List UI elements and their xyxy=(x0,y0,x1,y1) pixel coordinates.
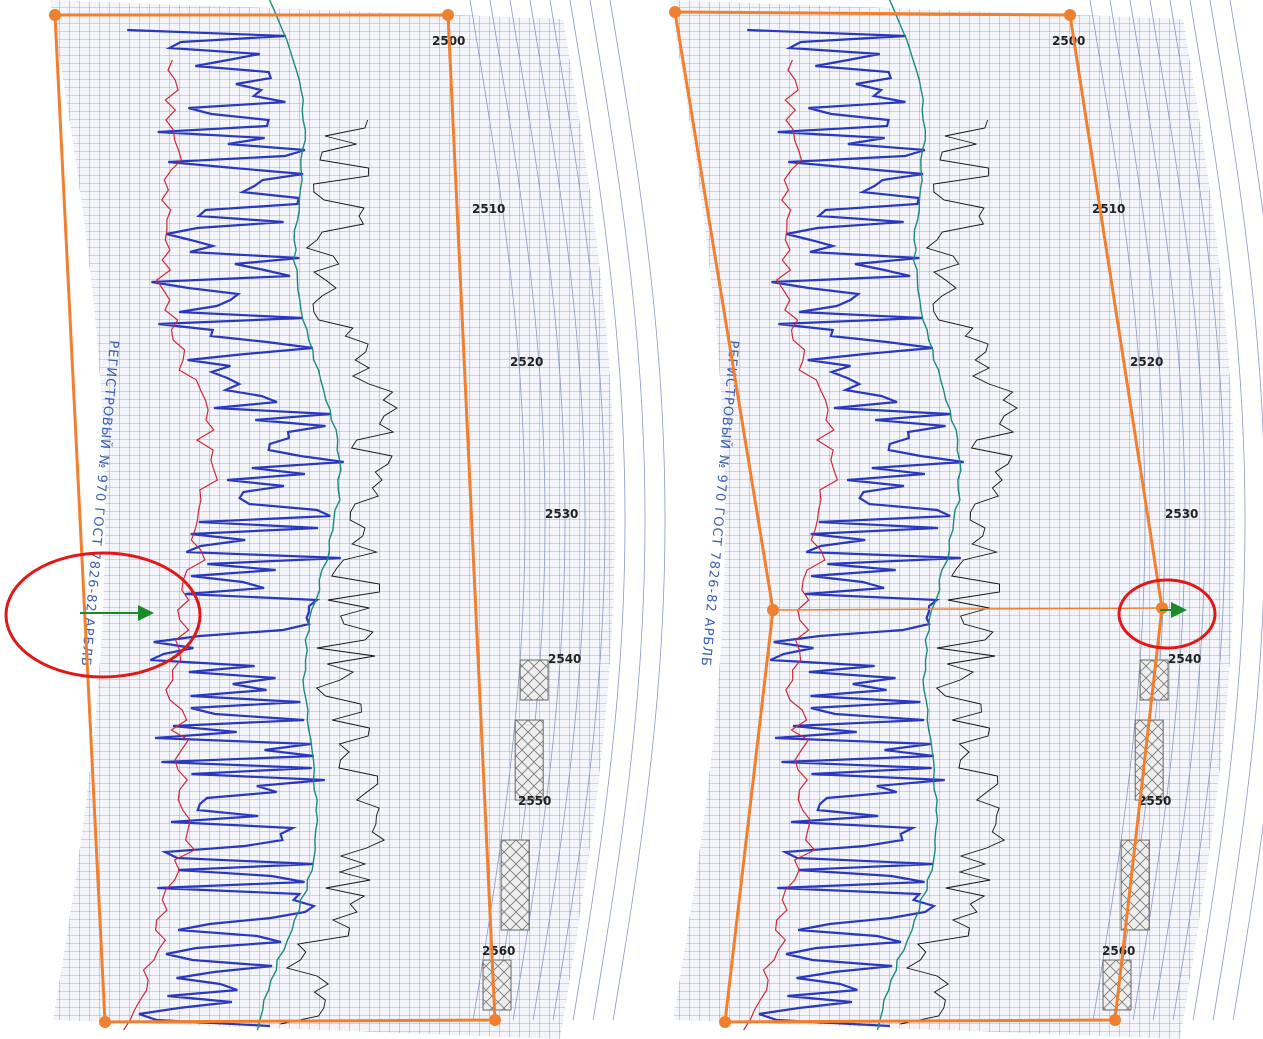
lithology-block xyxy=(520,660,548,700)
depth-label: 2500 xyxy=(1052,34,1085,48)
depth-label: 2560 xyxy=(482,944,515,958)
depth-label: 2540 xyxy=(1168,652,1201,666)
control-point xyxy=(49,9,61,21)
depth-label: 2520 xyxy=(1130,355,1163,369)
control-point xyxy=(489,1014,501,1026)
depth-label: 2560 xyxy=(1102,944,1135,958)
control-point xyxy=(1064,9,1076,21)
control-point xyxy=(669,6,681,18)
log-paper xyxy=(50,0,615,1039)
lithology-block xyxy=(501,840,529,930)
control-point xyxy=(1109,1014,1121,1026)
depth-label: 2530 xyxy=(545,507,578,521)
control-point xyxy=(719,1016,731,1028)
depth-label: 2550 xyxy=(518,794,551,808)
depth-label: 2530 xyxy=(1165,507,1198,521)
control-point xyxy=(442,9,454,21)
control-point xyxy=(99,1016,111,1028)
log-panel: 2500251025202530254025502560РЕГИСТРОВЫЙ … xyxy=(50,0,665,1039)
lithology-block xyxy=(483,960,511,1010)
lithology-block xyxy=(515,720,543,800)
depth-label: 2540 xyxy=(548,652,581,666)
depth-label: 2550 xyxy=(1138,794,1171,808)
screenshot: 2500251025202530254025502560РЕГИСТРОВЫЙ … xyxy=(0,0,1263,1039)
log-paper xyxy=(670,0,1235,1039)
depth-label: 2520 xyxy=(510,355,543,369)
grid-curve xyxy=(610,0,665,1020)
depth-label: 2510 xyxy=(472,202,505,216)
depth-label: 2510 xyxy=(1092,202,1125,216)
